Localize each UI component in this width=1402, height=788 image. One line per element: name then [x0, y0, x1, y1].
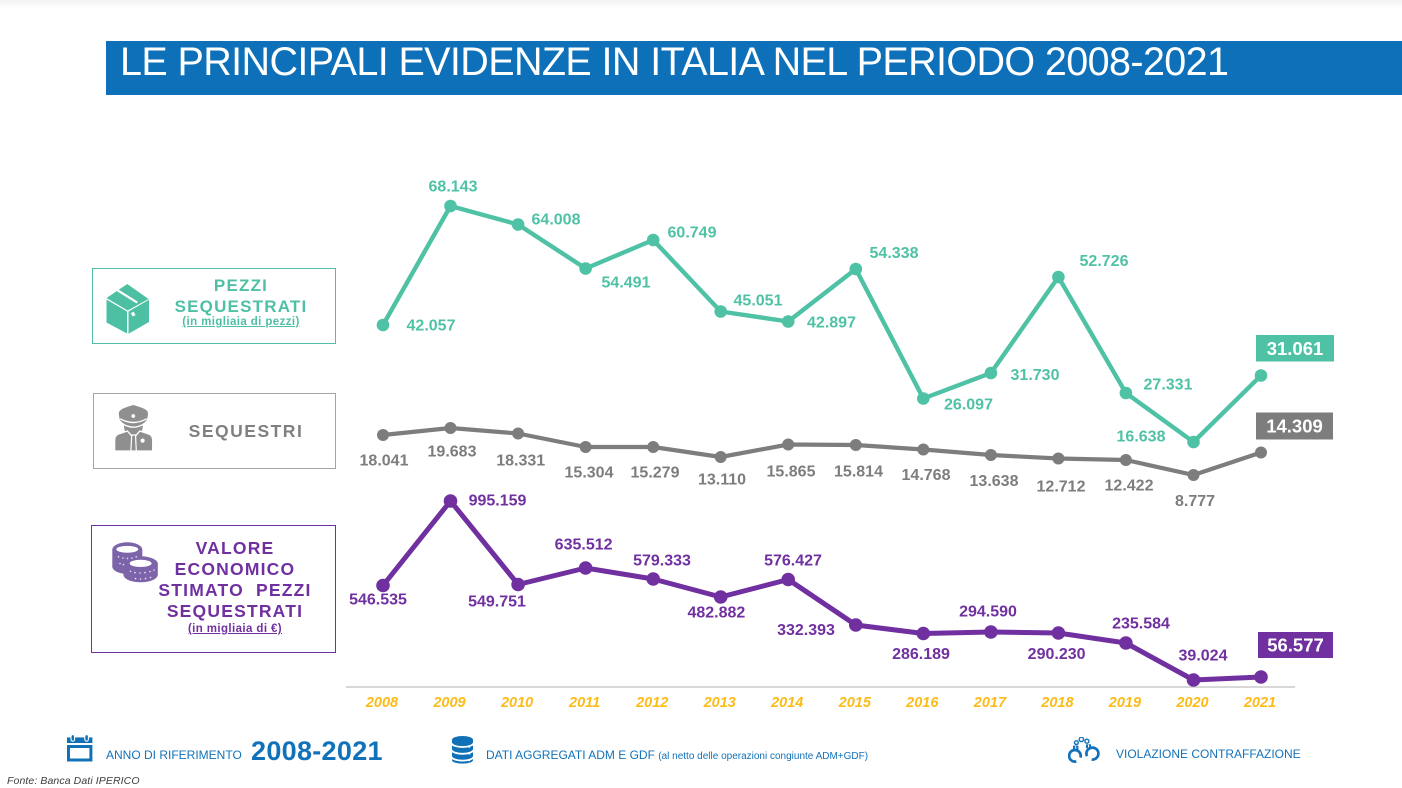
svg-text:54.491: 54.491 [602, 275, 651, 292]
svg-text:12.422: 12.422 [1105, 478, 1154, 495]
svg-text:2018: 2018 [1040, 695, 1074, 711]
svg-text:16.638: 16.638 [1117, 429, 1166, 446]
svg-text:8.777: 8.777 [1175, 493, 1215, 510]
svg-text:546.535: 546.535 [349, 592, 407, 609]
svg-text:2014: 2014 [770, 695, 803, 711]
svg-text:549.751: 549.751 [468, 594, 526, 611]
svg-text:56.577: 56.577 [1267, 635, 1324, 656]
svg-text:26.097: 26.097 [944, 397, 993, 414]
svg-text:68.143: 68.143 [429, 179, 478, 196]
svg-text:2009: 2009 [432, 695, 465, 711]
svg-text:2015: 2015 [838, 695, 872, 711]
svg-text:39.024: 39.024 [1179, 648, 1228, 665]
svg-text:27.331: 27.331 [1144, 377, 1193, 394]
svg-text:14.309: 14.309 [1266, 416, 1323, 437]
svg-text:290.230: 290.230 [1028, 646, 1086, 663]
svg-text:995.159: 995.159 [469, 493, 527, 510]
svg-text:19.683: 19.683 [428, 444, 477, 461]
svg-text:42.897: 42.897 [807, 315, 856, 332]
svg-text:635.512: 635.512 [555, 537, 613, 554]
svg-text:13.110: 13.110 [698, 472, 746, 489]
svg-text:286.189: 286.189 [892, 646, 950, 663]
svg-text:2017: 2017 [973, 695, 1007, 711]
svg-text:15.814: 15.814 [834, 464, 883, 481]
svg-text:235.584: 235.584 [1112, 616, 1170, 633]
svg-text:576.427: 576.427 [764, 553, 822, 570]
svg-text:52.726: 52.726 [1080, 253, 1129, 270]
svg-text:54.338: 54.338 [870, 245, 919, 262]
svg-text:579.333: 579.333 [633, 553, 691, 570]
svg-text:2011: 2011 [568, 695, 600, 711]
svg-text:294.590: 294.590 [959, 604, 1017, 621]
svg-text:45.051: 45.051 [734, 293, 783, 310]
svg-text:60.749: 60.749 [668, 225, 717, 242]
svg-text:64.008: 64.008 [532, 212, 581, 229]
svg-text:2013: 2013 [703, 695, 736, 711]
svg-text:2012: 2012 [635, 695, 668, 711]
svg-text:15.304: 15.304 [565, 465, 614, 482]
svg-text:14.768: 14.768 [902, 467, 951, 484]
svg-text:2016: 2016 [905, 695, 939, 711]
svg-text:12.712: 12.712 [1037, 479, 1086, 496]
svg-text:42.057: 42.057 [407, 318, 456, 335]
svg-text:18.041: 18.041 [360, 453, 409, 470]
svg-text:18.331: 18.331 [496, 453, 545, 470]
svg-text:13.638: 13.638 [970, 473, 1019, 490]
svg-text:31.061: 31.061 [1267, 338, 1324, 359]
svg-text:2008: 2008 [365, 695, 399, 711]
svg-text:2010: 2010 [500, 695, 533, 711]
svg-text:2020: 2020 [1175, 695, 1208, 711]
svg-text:482.882: 482.882 [687, 605, 745, 622]
svg-text:31.730: 31.730 [1011, 367, 1060, 384]
svg-text:332.393: 332.393 [777, 622, 835, 639]
svg-text:2021: 2021 [1243, 695, 1276, 711]
svg-text:15.279: 15.279 [631, 465, 680, 482]
svg-text:15.865: 15.865 [767, 464, 816, 481]
svg-text:2019: 2019 [1108, 695, 1141, 711]
